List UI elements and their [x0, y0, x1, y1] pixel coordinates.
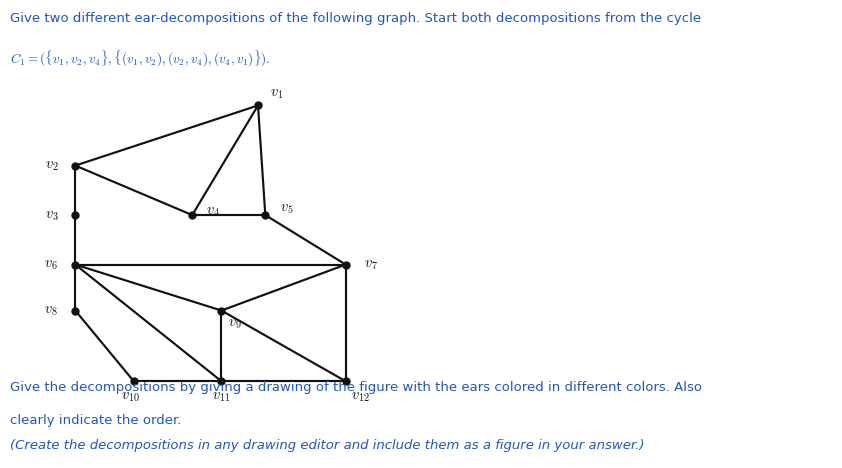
Text: Give two different ear-decompositions of the following graph. Start both decompo: Give two different ear-decompositions of…	[10, 12, 701, 25]
Text: Give the decompositions by giving a drawing of the figure with the ears colored : Give the decompositions by giving a draw…	[10, 381, 702, 395]
Text: $v_4$: $v_4$	[205, 204, 220, 219]
Text: $v_9$: $v_9$	[228, 316, 242, 331]
Text: clearly indicate the order.: clearly indicate the order.	[10, 414, 182, 427]
Text: $v_2$: $v_2$	[45, 158, 59, 173]
Text: $v_5$: $v_5$	[280, 201, 294, 216]
Text: $v_{11}$: $v_{11}$	[212, 388, 231, 403]
Text: $v_6$: $v_6$	[45, 257, 58, 272]
Text: $C_1 = (\{v_1, v_2, v_4\}, \{(v_1, v_2), (v_2, v_4), (v_4, v_1)\}).$: $C_1 = (\{v_1, v_2, v_4\}, \{(v_1, v_2),…	[10, 49, 270, 69]
Text: (Create the decompositions in any drawing editor and include them as a figure in: (Create the decompositions in any drawin…	[10, 439, 645, 452]
Text: $v_3$: $v_3$	[45, 208, 59, 223]
Text: $v_{10}$: $v_{10}$	[120, 388, 140, 403]
Text: $v_1$: $v_1$	[269, 86, 283, 101]
Text: $v_8$: $v_8$	[45, 303, 58, 318]
Text: $v_{12}$: $v_{12}$	[351, 388, 370, 403]
Text: $v_7$: $v_7$	[365, 257, 378, 272]
